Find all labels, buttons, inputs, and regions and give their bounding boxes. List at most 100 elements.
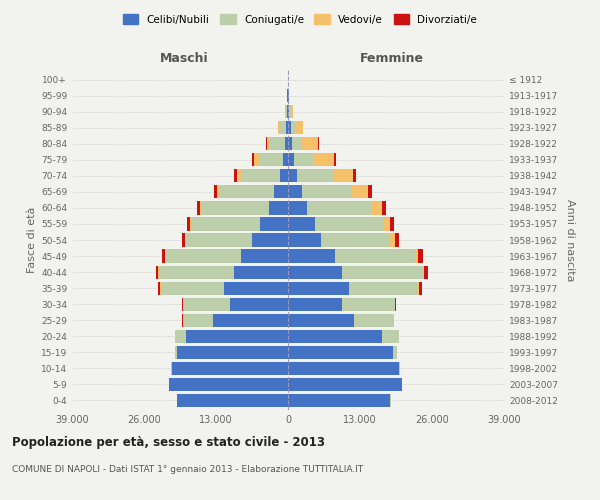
Bar	[159, 266, 234, 278]
Bar	[288, 266, 342, 278]
Bar	[288, 362, 399, 375]
Bar	[155, 266, 158, 278]
Bar	[269, 202, 288, 214]
Bar	[288, 298, 342, 310]
Bar	[371, 202, 382, 214]
Bar	[391, 234, 395, 246]
Bar	[288, 170, 298, 182]
Bar	[352, 186, 368, 198]
Text: Maschi: Maschi	[160, 52, 209, 65]
Bar	[353, 170, 356, 182]
Bar	[288, 121, 291, 134]
Bar	[288, 105, 289, 118]
Bar	[158, 282, 160, 294]
Bar	[295, 121, 303, 134]
Bar	[307, 202, 371, 214]
Bar	[286, 121, 288, 134]
Bar	[399, 362, 400, 375]
Bar	[177, 346, 288, 359]
Bar	[254, 153, 260, 166]
Bar	[286, 105, 287, 118]
Bar	[335, 250, 415, 262]
Bar	[292, 137, 302, 150]
Y-axis label: Fasce di età: Fasce di età	[27, 207, 37, 273]
Text: Popolazione per età, sesso e stato civile - 2013: Popolazione per età, sesso e stato civil…	[12, 436, 325, 449]
Bar	[220, 186, 274, 198]
Text: Femmine: Femmine	[359, 52, 424, 65]
Bar	[418, 250, 424, 262]
Bar	[313, 153, 334, 166]
Bar	[183, 314, 213, 327]
Bar	[202, 202, 269, 214]
Bar	[234, 266, 288, 278]
Bar	[260, 218, 288, 230]
Bar	[302, 137, 318, 150]
Bar	[187, 218, 190, 230]
Bar	[334, 153, 336, 166]
Bar	[355, 314, 393, 327]
Bar	[177, 394, 288, 407]
Bar	[165, 250, 166, 262]
Bar	[288, 202, 307, 214]
Bar	[284, 137, 288, 150]
Bar	[293, 153, 313, 166]
Bar	[166, 250, 241, 262]
Y-axis label: Anni di nascita: Anni di nascita	[565, 198, 575, 281]
Bar	[368, 186, 372, 198]
Bar	[190, 218, 191, 230]
Bar	[302, 186, 352, 198]
Bar	[266, 137, 270, 150]
Bar	[424, 266, 428, 278]
Bar	[290, 105, 293, 118]
Bar	[321, 234, 391, 246]
Bar	[241, 250, 288, 262]
Bar	[176, 330, 185, 343]
Bar	[169, 378, 288, 391]
Bar	[278, 121, 280, 134]
Bar	[390, 218, 394, 230]
Bar	[182, 234, 185, 246]
Bar	[253, 153, 254, 166]
Bar	[334, 170, 353, 182]
Bar	[291, 121, 295, 134]
Text: COMUNE DI NAPOLI - Dati ISTAT 1° gennaio 2013 - Elaborazione TUTTITALIA.IT: COMUNE DI NAPOLI - Dati ISTAT 1° gennaio…	[12, 466, 363, 474]
Bar	[342, 298, 395, 310]
Bar	[288, 378, 401, 391]
Bar	[288, 186, 302, 198]
Bar	[288, 330, 382, 343]
Bar	[395, 234, 399, 246]
Bar	[274, 186, 288, 198]
Bar	[422, 266, 424, 278]
Bar	[230, 298, 288, 310]
Bar	[260, 153, 283, 166]
Bar	[382, 202, 386, 214]
Bar	[185, 234, 252, 246]
Bar	[252, 234, 288, 246]
Bar	[280, 121, 286, 134]
Bar	[395, 298, 397, 310]
Bar	[241, 170, 280, 182]
Bar	[200, 202, 202, 214]
Bar	[318, 137, 319, 150]
Bar	[419, 282, 422, 294]
Bar	[418, 282, 419, 294]
Bar	[288, 282, 349, 294]
Bar	[298, 170, 334, 182]
Bar	[161, 282, 224, 294]
Bar	[382, 330, 399, 343]
Bar	[234, 170, 237, 182]
Bar	[224, 282, 288, 294]
Bar	[288, 153, 293, 166]
Bar	[191, 218, 260, 230]
Bar	[393, 346, 397, 359]
Bar	[288, 250, 335, 262]
Bar	[185, 330, 288, 343]
Bar	[214, 186, 217, 198]
Bar	[289, 105, 290, 118]
Bar	[183, 298, 230, 310]
Bar	[349, 282, 418, 294]
Bar	[280, 170, 288, 182]
Bar	[270, 137, 284, 150]
Bar	[158, 266, 159, 278]
Bar	[217, 186, 220, 198]
